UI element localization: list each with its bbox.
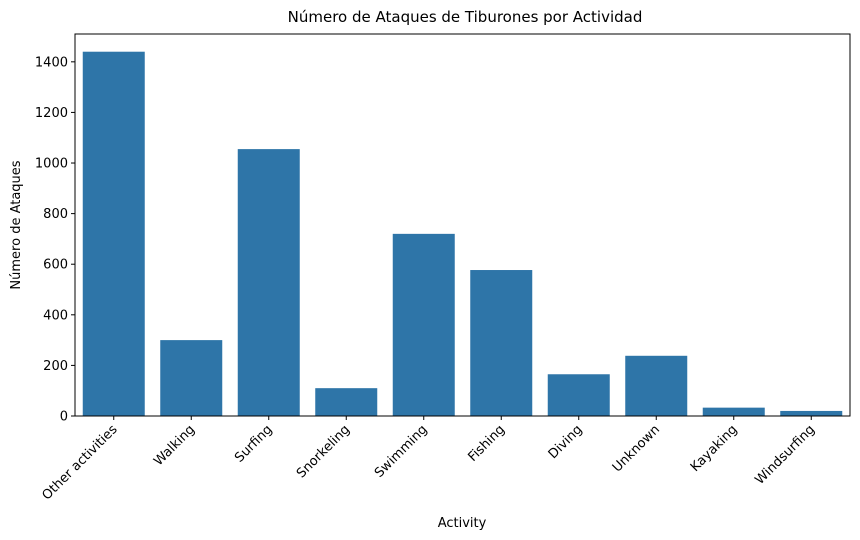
bar-walking <box>160 340 223 416</box>
x-tick-label: Unknown <box>610 422 663 475</box>
bar-other-activities <box>82 51 145 417</box>
bar-windsurfing <box>780 410 843 416</box>
y-axis-ticks: 0 200 400 600 800 1000 1200 1400 <box>35 55 75 425</box>
x-tick-label: Diving <box>546 422 586 462</box>
x-tick-label: Surfing <box>232 422 275 465</box>
y-tick-label: 1400 <box>35 55 68 70</box>
y-tick-label: 800 <box>43 207 68 222</box>
x-tick-label: Windsurfing <box>753 422 819 488</box>
bar-swimming <box>392 233 455 416</box>
x-axis-ticks: Other activities Walking Surfing Snorkeling… <box>40 416 819 503</box>
y-axis-title: Número de Ataques <box>9 160 24 289</box>
bar-fishing <box>470 270 533 416</box>
y-tick-label: 1000 <box>35 157 68 172</box>
y-tick-label: 200 <box>43 359 68 374</box>
y-tick-label: 1200 <box>35 106 68 121</box>
bar-kayaking <box>702 407 765 416</box>
bar-snorkeling <box>315 388 378 416</box>
y-tick-label: 0 <box>60 410 68 425</box>
plot-frame <box>74 33 851 417</box>
x-tick-label: Swimming <box>372 422 431 481</box>
x-axis-title: Activity <box>438 516 487 531</box>
x-tick-label: Other activities <box>40 422 121 503</box>
bar-unknown <box>625 355 688 416</box>
x-tick-label: Kayaking <box>688 422 741 475</box>
x-tick-label: Fishing <box>465 422 508 465</box>
x-tick-label: Walking <box>151 422 198 469</box>
chart-title: Número de Ataques de Tiburones por Activ… <box>288 8 643 26</box>
y-tick-label: 400 <box>43 308 68 323</box>
y-tick-label: 600 <box>43 258 68 273</box>
bars-group <box>82 51 843 417</box>
bar-diving <box>547 374 610 416</box>
x-tick-label: Snorkeling <box>294 422 353 481</box>
bar-surfing <box>237 149 300 417</box>
